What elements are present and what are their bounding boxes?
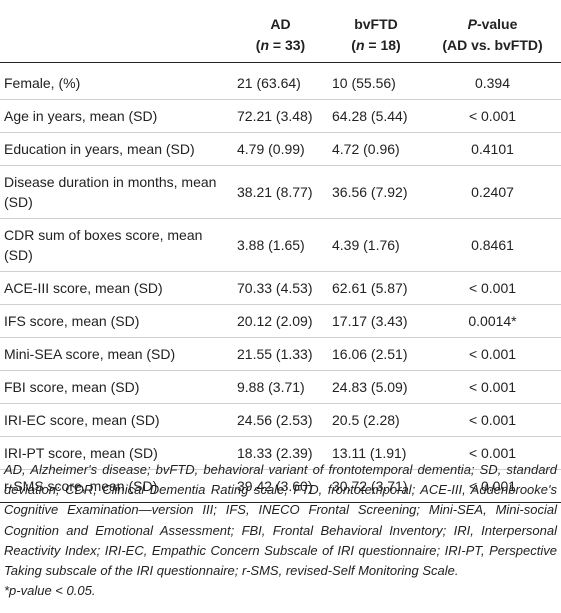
row-label: Female, (%) — [0, 62, 233, 100]
table-row: FBI score, mean (SD) 9.88 (3.71) 24.83 (5.… — [0, 370, 561, 404]
row-bvftd-value: 24.83 (5.09) — [328, 370, 424, 404]
header-label-cell — [0, 0, 233, 63]
row-bvftd-value: 13.11 (1.91) — [328, 436, 424, 470]
header-p-value-title: P-value — [467, 16, 518, 32]
row-p-value: < 0.001 — [424, 436, 561, 470]
row-label: Mini-SEA score, mean (SD) — [0, 337, 233, 371]
row-ad-value: 70.33 (4.53) — [233, 271, 328, 305]
table-header-row: AD (n = 33) bvFTD (n = 18) P-value (AD v… — [0, 0, 561, 63]
row-label: IFS score, mean (SD) — [0, 304, 233, 338]
row-p-value: < 0.001 — [424, 99, 561, 133]
row-label: Age in years, mean (SD) — [0, 99, 233, 133]
row-label: Disease duration in months, mean (SD) — [0, 165, 233, 219]
header-bvftd-name: bvFTD — [354, 16, 398, 32]
table-row: CDR sum of boxes score, mean (SD) 3.88 (1… — [0, 218, 561, 272]
row-bvftd-value: 10 (55.56) — [328, 62, 424, 100]
row-ad-value: 38.21 (8.77) — [233, 165, 328, 219]
row-ad-value: 21 (63.64) — [233, 62, 328, 100]
table-body: Female, (%) 21 (63.64) 10 (55.56) 0.394 Age … — [0, 62, 561, 503]
row-p-value: < 0.001 — [424, 469, 561, 503]
table-row: IRI-EC score, mean (SD) 24.56 (2.53) 20.5 … — [0, 403, 561, 437]
table-row: IRI-PT score, mean (SD) 18.33 (2.39) 13.11… — [0, 436, 561, 470]
row-bvftd-value: 30.72 (3.71) — [328, 469, 424, 503]
row-p-value: 0.2407 — [424, 165, 561, 219]
row-ad-value: 21.55 (1.33) — [233, 337, 328, 371]
row-p-value: < 0.001 — [424, 271, 561, 305]
row-ad-value: 72.21 (3.48) — [233, 99, 328, 133]
header-p-value: P-value (AD vs. bvFTD) — [424, 0, 561, 63]
row-label: r-SMS score, mean (SD) — [0, 469, 233, 503]
header-ad-n: (n = 33) — [255, 37, 306, 53]
table-row: r-SMS score, mean (SD) 39.42 (3.60) 30.72 … — [0, 469, 561, 503]
row-p-value: < 0.001 — [424, 337, 561, 371]
header-ad-name: AD — [270, 16, 291, 32]
row-bvftd-value: 17.17 (3.43) — [328, 304, 424, 338]
table-row: Female, (%) 21 (63.64) 10 (55.56) 0.394 — [0, 62, 561, 100]
header-bvftd: bvFTD (n = 18) — [328, 0, 424, 63]
table-row: Age in years, mean (SD) 72.21 (3.48) 64.28… — [0, 99, 561, 133]
table-row: Disease duration in months, mean (SD) 38.… — [0, 165, 561, 219]
row-bvftd-value: 64.28 (5.44) — [328, 99, 424, 133]
row-label: ACE-III score, mean (SD) — [0, 271, 233, 305]
row-label: IRI-EC score, mean (SD) — [0, 403, 233, 437]
row-p-value: < 0.001 — [424, 403, 561, 437]
row-label: Education in years, mean (SD) — [0, 132, 233, 166]
table-row: Mini-SEA score, mean (SD) 21.55 (1.33) 16.… — [0, 337, 561, 371]
row-ad-value: 18.33 (2.39) — [233, 436, 328, 470]
table-row: Education in years, mean (SD) 4.79 (0.99)… — [0, 132, 561, 166]
row-bvftd-value: 4.39 (1.76) — [328, 218, 424, 272]
row-bvftd-value: 4.72 (0.96) — [328, 132, 424, 166]
row-label: CDR sum of boxes score, mean (SD) — [0, 218, 233, 272]
row-ad-value: 9.88 (3.71) — [233, 370, 328, 404]
table-row: IFS score, mean (SD) 20.12 (2.09) 17.17 (3… — [0, 304, 561, 338]
row-bvftd-value: 36.56 (7.92) — [328, 165, 424, 219]
row-p-value: < 0.001 — [424, 370, 561, 404]
row-label: FBI score, mean (SD) — [0, 370, 233, 404]
row-p-value: 0.394 — [424, 62, 561, 100]
row-ad-value: 20.12 (2.09) — [233, 304, 328, 338]
footnote-abbreviations: AD, Alzheimer's disease; bvFTD, behavior… — [4, 462, 557, 579]
row-bvftd-value: 16.06 (2.51) — [328, 337, 424, 371]
row-bvftd-value: 62.61 (5.87) — [328, 271, 424, 305]
header-ad: AD (n = 33) — [233, 0, 328, 63]
row-ad-value: 3.88 (1.65) — [233, 218, 328, 272]
row-ad-value: 39.42 (3.60) — [233, 469, 328, 503]
row-ad-value: 24.56 (2.53) — [233, 403, 328, 437]
row-p-value: 0.8461 — [424, 218, 561, 272]
row-ad-value: 4.79 (0.99) — [233, 132, 328, 166]
row-p-value: 0.0014* — [424, 304, 561, 338]
demographics-table: AD (n = 33) bvFTD (n = 18) P-value (AD v… — [0, 0, 561, 503]
row-label: IRI-PT score, mean (SD) — [0, 436, 233, 470]
footnote-significance: *p-value < 0.05. — [4, 583, 96, 599]
row-bvftd-value: 20.5 (2.28) — [328, 403, 424, 437]
header-bvftd-n: (n = 18) — [351, 37, 401, 53]
header-p-value-comparison: (AD vs. bvFTD) — [442, 37, 543, 53]
table-row: ACE-III score, mean (SD) 70.33 (4.53) 62.6… — [0, 271, 561, 305]
row-p-value: 0.4101 — [424, 132, 561, 166]
table-footnote: AD, Alzheimer's disease; bvFTD, behavior… — [4, 460, 557, 601]
